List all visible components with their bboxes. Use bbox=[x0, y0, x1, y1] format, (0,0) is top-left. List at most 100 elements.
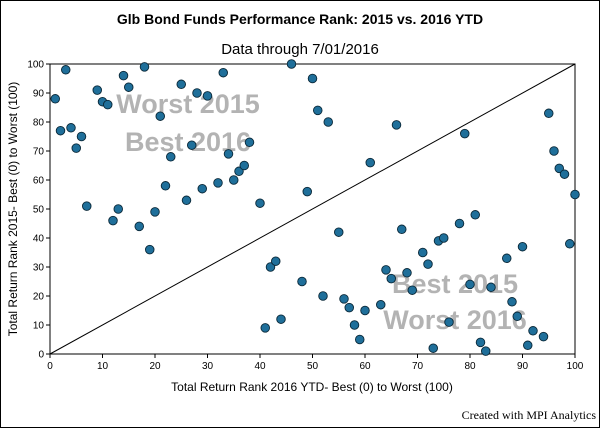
data-point bbox=[334, 227, 344, 237]
data-point bbox=[155, 111, 165, 121]
watermark-upper-left-line1: Worst 2015 bbox=[116, 89, 260, 119]
data-point bbox=[318, 291, 328, 301]
y-axis-ticks: 0 10 20 30 40 50 60 70 80 90 100 bbox=[27, 60, 50, 361]
data-point bbox=[181, 195, 192, 206]
data-point bbox=[512, 311, 523, 322]
data-point bbox=[454, 218, 465, 229]
data-point bbox=[544, 108, 554, 119]
data-point bbox=[570, 189, 580, 200]
data-point bbox=[349, 320, 360, 330]
data-point bbox=[528, 326, 538, 336]
data-point bbox=[481, 346, 491, 356]
data-point bbox=[255, 198, 265, 208]
data-point bbox=[244, 137, 255, 148]
data-point bbox=[223, 149, 234, 159]
data-point bbox=[444, 317, 454, 327]
data-point bbox=[423, 259, 433, 269]
data-point bbox=[102, 99, 113, 110]
y-tick-label: 70 bbox=[33, 147, 45, 158]
data-point bbox=[428, 343, 439, 353]
data-point bbox=[302, 186, 313, 197]
data-point bbox=[297, 276, 307, 287]
y-tick-label: 50 bbox=[33, 205, 45, 216]
data-point bbox=[144, 244, 155, 255]
data-point bbox=[66, 123, 76, 133]
x-tick-label: 10 bbox=[97, 361, 109, 372]
data-point bbox=[228, 175, 239, 185]
data-point bbox=[202, 91, 213, 101]
data-point bbox=[391, 120, 402, 130]
data-point bbox=[554, 163, 565, 174]
x-tick-label: 50 bbox=[307, 361, 319, 372]
data-point bbox=[50, 94, 61, 104]
data-point bbox=[71, 143, 81, 153]
data-point bbox=[276, 314, 286, 324]
data-point bbox=[376, 299, 386, 310]
data-point bbox=[113, 204, 123, 214]
data-point bbox=[439, 233, 449, 243]
data-point bbox=[418, 247, 428, 258]
y-tick-label: 100 bbox=[27, 60, 44, 71]
y-axis-label: Total Return Rank 2015- Best (0) to Wors… bbox=[6, 82, 20, 337]
y-tick-label: 20 bbox=[33, 292, 45, 303]
data-point bbox=[460, 128, 470, 139]
data-point bbox=[486, 282, 496, 293]
data-point bbox=[523, 340, 533, 351]
data-point bbox=[323, 117, 334, 127]
data-point bbox=[307, 73, 318, 84]
x-tick-label: 40 bbox=[254, 361, 266, 372]
chart-subtitle: Data through 7/01/2016 bbox=[221, 41, 379, 58]
x-tick-label: 20 bbox=[149, 361, 161, 372]
x-tick-label: 60 bbox=[359, 361, 371, 372]
data-point bbox=[165, 152, 176, 162]
data-point bbox=[407, 285, 418, 295]
data-point bbox=[186, 140, 197, 150]
x-tick-label: 30 bbox=[202, 361, 214, 372]
data-point bbox=[176, 79, 186, 90]
chart-title: Glb Bond Funds Performance Rank: 2015 vs… bbox=[117, 11, 483, 27]
data-point bbox=[339, 294, 349, 304]
x-tick-label: 0 bbox=[47, 361, 53, 372]
y-tick-label: 10 bbox=[33, 321, 45, 332]
data-point bbox=[465, 279, 475, 290]
data-point bbox=[118, 70, 129, 81]
data-point bbox=[218, 67, 228, 78]
data-point bbox=[565, 239, 575, 249]
y-tick-label: 60 bbox=[33, 176, 45, 187]
data-point bbox=[360, 305, 370, 316]
data-point bbox=[507, 297, 517, 307]
reference-diagonal-line bbox=[49, 63, 576, 355]
y-tick-label: 90 bbox=[33, 89, 45, 100]
data-point bbox=[344, 302, 355, 313]
data-point bbox=[470, 210, 481, 220]
x-tick-label: 80 bbox=[464, 361, 476, 372]
credit-text: Created with MPI Analytics bbox=[462, 408, 597, 422]
data-point bbox=[139, 62, 150, 72]
data-point bbox=[81, 201, 92, 211]
data-point bbox=[355, 334, 365, 345]
y-tick-label: 0 bbox=[38, 350, 44, 361]
data-point bbox=[150, 207, 160, 217]
y-tick-label: 40 bbox=[33, 234, 45, 245]
x-tick-label: 100 bbox=[567, 361, 584, 372]
data-point bbox=[160, 181, 171, 191]
x-tick-label: 70 bbox=[412, 361, 424, 372]
data-point bbox=[538, 331, 549, 342]
data-point bbox=[260, 323, 271, 333]
data-point bbox=[265, 262, 276, 272]
data-point bbox=[213, 178, 223, 188]
data-point bbox=[402, 268, 412, 278]
data-point bbox=[234, 166, 244, 177]
data-point bbox=[549, 146, 559, 156]
x-axis-ticks: 0 10 20 30 40 50 60 70 80 90 100 bbox=[47, 354, 584, 372]
data-point bbox=[123, 82, 134, 92]
data-point bbox=[108, 215, 118, 226]
data-point bbox=[475, 337, 486, 348]
x-axis-label: Total Return Rank 2016 YTD- Best (0) to … bbox=[171, 380, 453, 394]
data-point bbox=[397, 224, 407, 235]
data-point bbox=[381, 265, 391, 275]
data-point bbox=[55, 125, 66, 136]
y-tick-label: 30 bbox=[33, 263, 45, 274]
data-point bbox=[313, 105, 323, 116]
